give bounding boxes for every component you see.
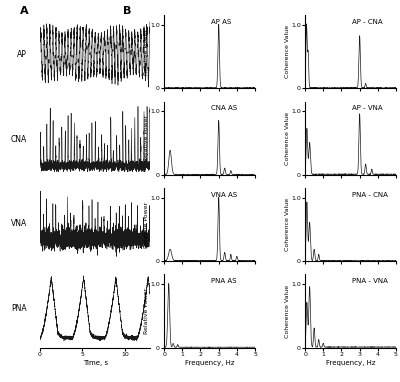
Text: VNA: VNA <box>10 219 27 228</box>
Text: CNA AS: CNA AS <box>212 105 238 111</box>
Y-axis label: Relative Power: Relative Power <box>144 29 149 75</box>
Text: PNA - VNA: PNA - VNA <box>352 278 388 284</box>
Text: AP - VNA: AP - VNA <box>352 105 383 111</box>
Text: PNA: PNA <box>11 304 27 313</box>
Text: B: B <box>123 6 132 16</box>
Text: CNA: CNA <box>10 134 27 144</box>
X-axis label: Frequency, Hz: Frequency, Hz <box>326 359 375 366</box>
X-axis label: Frequency, Hz: Frequency, Hz <box>185 359 234 366</box>
X-axis label: Time, s: Time, s <box>83 359 108 366</box>
Text: AP AS: AP AS <box>212 19 232 25</box>
Text: A: A <box>20 6 29 16</box>
Y-axis label: Coherence Value: Coherence Value <box>285 25 290 78</box>
Y-axis label: Coherence Value: Coherence Value <box>285 198 290 251</box>
Text: AP - CNA: AP - CNA <box>352 19 383 25</box>
Text: PNA AS: PNA AS <box>212 278 237 284</box>
Y-axis label: Coherence Value: Coherence Value <box>285 112 290 165</box>
Y-axis label: Relative Power: Relative Power <box>144 115 149 161</box>
Y-axis label: Relative Power: Relative Power <box>144 202 149 248</box>
Text: AP: AP <box>17 50 27 59</box>
Text: VNA AS: VNA AS <box>212 192 238 198</box>
Text: PNA - CNA: PNA - CNA <box>352 192 388 198</box>
Y-axis label: Coherence Value: Coherence Value <box>285 285 290 338</box>
Y-axis label: Relative Power: Relative Power <box>144 288 149 334</box>
